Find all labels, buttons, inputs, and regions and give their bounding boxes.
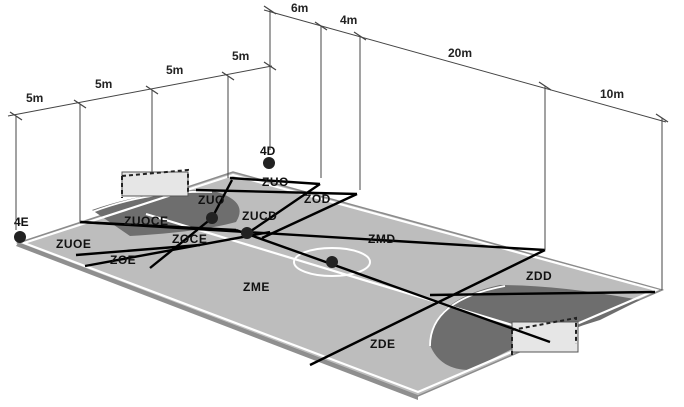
left-goal [121,168,189,198]
marker-4e-label: 4E [14,215,29,229]
dim-label-right-4: 10m [600,87,624,101]
zone-label-zdd: ZDD [526,269,552,283]
zone-label-zde: ZDE [370,337,396,351]
zone-label-zuo: ZUO [262,175,289,189]
center-spot-dot [326,256,338,268]
zone-label-zuo-left: ZUO [198,193,225,207]
right-goal [511,316,579,356]
zone-label-zucd: ZUCD [242,209,277,223]
dimension-lines-right [263,5,669,290]
zone-grid-lines [75,176,656,367]
dimension-lines-left [7,10,277,230]
dim-label-left-2: 5m [95,77,112,91]
zone-intersection-dot [206,212,218,224]
marker-4e-dot [14,231,26,243]
zone-label-zoe: ZOE [110,253,136,267]
zone-label-zme: ZME [243,280,270,294]
dim-label-left-3: 5m [166,63,183,77]
center-circle [293,247,371,277]
marker-4d-label: 4D [260,144,276,158]
zone-label-zod: ZOD [304,192,331,206]
dim-label-right-2: 4m [340,13,357,27]
zone-label-zuoce: ZUOCE [124,214,169,228]
zone-label-zmd: ZMD [368,232,396,246]
zone-label-zuoe: ZUOE [56,237,91,251]
court-boundary-line [20,173,660,394]
dim-label-right-1: 6m [291,1,308,15]
marker-4d-dot [263,157,275,169]
dim-label-left-4: 5m [232,49,249,63]
right-area-line [429,285,506,347]
zone-intersection-dot [241,227,253,239]
zone-label-zoce: ZOCE [172,232,207,246]
dim-label-right-3: 20m [448,46,472,60]
dim-label-left-1: 5m [26,91,43,105]
